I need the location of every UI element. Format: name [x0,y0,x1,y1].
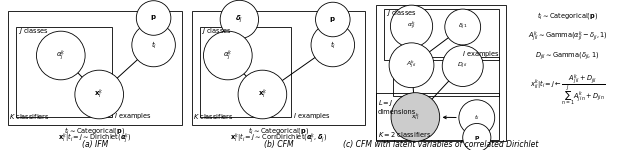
Text: $D_{j\,il}$: $D_{j\,il}$ [457,61,468,71]
Ellipse shape [204,31,252,80]
Ellipse shape [463,123,491,150]
Text: $L = J$: $L = J$ [378,98,393,108]
Ellipse shape [445,9,481,45]
Text: $K = 2$ classifiers: $K = 2$ classifiers [378,130,431,139]
Text: $\mathbf{x}_i^k|t_i = j \sim \mathrm{CorrDirichlet}(\boldsymbol{\alpha}_j^k, \bo: $\mathbf{x}_i^k|t_i = j \sim \mathrm{Cor… [230,131,327,146]
Text: $\mathbf{p}$: $\mathbf{p}$ [330,15,336,24]
Text: $\mathbf{x}_i^k$: $\mathbf{x}_i^k$ [258,88,267,101]
Ellipse shape [316,2,350,37]
Text: $\alpha_{jl}^k$: $\alpha_{jl}^k$ [407,20,416,32]
Bar [200,27,291,117]
Bar [384,9,499,60]
Text: $\boldsymbol{\delta}_j$: $\boldsymbol{\delta}_j$ [236,14,243,25]
Text: dimensions: dimensions [378,109,416,115]
Text: $t_i \sim \mathrm{Categorical}(\mathbf{p})$: $t_i \sim \mathrm{Categorical}(\mathbf{p… [248,125,309,136]
Ellipse shape [238,70,287,119]
Text: $t_i$: $t_i$ [150,39,157,51]
Text: $J$ classes: $J$ classes [201,27,232,36]
Text: $\mathbf{p}$: $\mathbf{p}$ [150,14,157,22]
Text: $A_{j\,il}^k$: $A_{j\,il}^k$ [406,59,417,71]
Text: $t_i \sim \mathrm{Categorical}(\mathbf{p})$: $t_i \sim \mathrm{Categorical}(\mathbf{p… [537,10,598,21]
Ellipse shape [390,5,433,47]
Bar [376,93,499,140]
Text: $J$ classes: $J$ classes [18,27,49,36]
Ellipse shape [36,31,85,80]
Text: $\alpha_j^k$: $\alpha_j^k$ [223,48,233,63]
Ellipse shape [136,1,171,35]
Text: (c) CFM with latent variables of correlated Dirichlet: (c) CFM with latent variables of correla… [342,140,538,149]
Ellipse shape [442,45,483,87]
Bar [376,4,506,141]
Ellipse shape [389,43,434,88]
Text: $x_{il}^k$: $x_{il}^k$ [411,112,420,122]
Ellipse shape [75,70,124,119]
Bar [16,27,112,117]
Text: $t_i \sim \mathrm{Categorical}(\mathbf{p})$: $t_i \sim \mathrm{Categorical}(\mathbf{p… [64,125,125,136]
Ellipse shape [311,23,355,67]
Text: $I$ examples: $I$ examples [462,49,500,59]
Text: (b) CFM: (b) CFM [264,140,293,149]
Text: $\delta_{j1}$: $\delta_{j1}$ [458,22,467,32]
Text: $I$ examples: $I$ examples [114,111,152,121]
Text: $t_i$: $t_i$ [474,113,479,122]
Ellipse shape [132,23,175,67]
Text: $x_{il}^k|t_i{=}j \leftarrow \dfrac{A^k_{j\,il} + D_{jil}}{\sum_{n=1}^{J} A^k_{j: $x_{il}^k|t_i{=}j \leftarrow \dfrac{A^k_… [530,72,605,108]
Ellipse shape [220,0,259,39]
Text: $\mathbf{p}$: $\mathbf{p}$ [474,134,480,142]
Ellipse shape [459,100,495,136]
Ellipse shape [391,93,440,141]
Text: $A_{jil}^k \sim \mathrm{Gamma}(\alpha_{jl}^k - \delta_{jl}, 1)$: $A_{jil}^k \sim \mathrm{Gamma}(\alpha_{j… [528,29,607,44]
Text: $t_i$: $t_i$ [330,39,336,51]
Text: $I$ examples: $I$ examples [293,111,331,121]
Text: $\mathbf{x}_i^k$: $\mathbf{x}_i^k$ [95,88,104,101]
Text: $D_{jil} \sim \mathrm{Gamma}(\delta_{jl}, 1)$: $D_{jil} \sim \mathrm{Gamma}(\delta_{jl}… [536,51,600,62]
Text: $K$ classifiers: $K$ classifiers [193,112,234,121]
Text: $K$ classifiers: $K$ classifiers [9,112,50,121]
Bar [8,11,182,124]
Bar [393,57,499,96]
Text: $\mathbf{x}_i^k|t_i = j \sim \mathrm{Dirichlet}(\boldsymbol{\alpha}_j^k)$: $\mathbf{x}_i^k|t_i = j \sim \mathrm{Dir… [58,131,132,146]
Text: $J$ classes: $J$ classes [386,8,417,18]
Text: (a) IFM: (a) IFM [81,140,108,149]
Bar [192,11,365,124]
Text: $\alpha_j^k$: $\alpha_j^k$ [56,48,66,63]
